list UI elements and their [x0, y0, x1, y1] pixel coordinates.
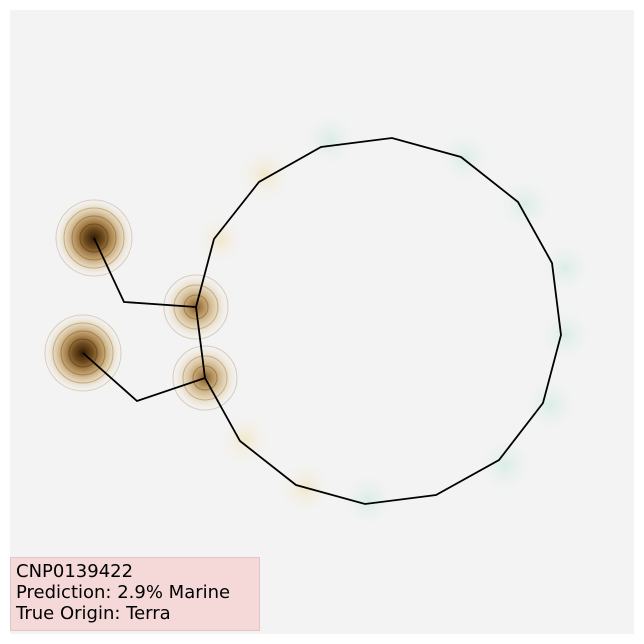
molecule-canvas	[10, 10, 634, 634]
true-origin-text: True Origin: Terra	[16, 603, 171, 624]
prediction-info-box: CNP0139422 Prediction: 2.9% Marine True …	[10, 557, 260, 631]
molecule-bonds	[82, 137, 562, 505]
negative-contribution-glows	[300, 110, 595, 530]
molecule-id: CNP0139422	[16, 561, 134, 582]
lower-side-chain	[82, 352, 206, 403]
macrocycle-ring	[195, 137, 562, 505]
prediction-text: Prediction: 2.9% Marine	[16, 582, 231, 603]
upper-side-chain	[93, 237, 197, 308]
molecule-diagram	[43, 110, 595, 530]
